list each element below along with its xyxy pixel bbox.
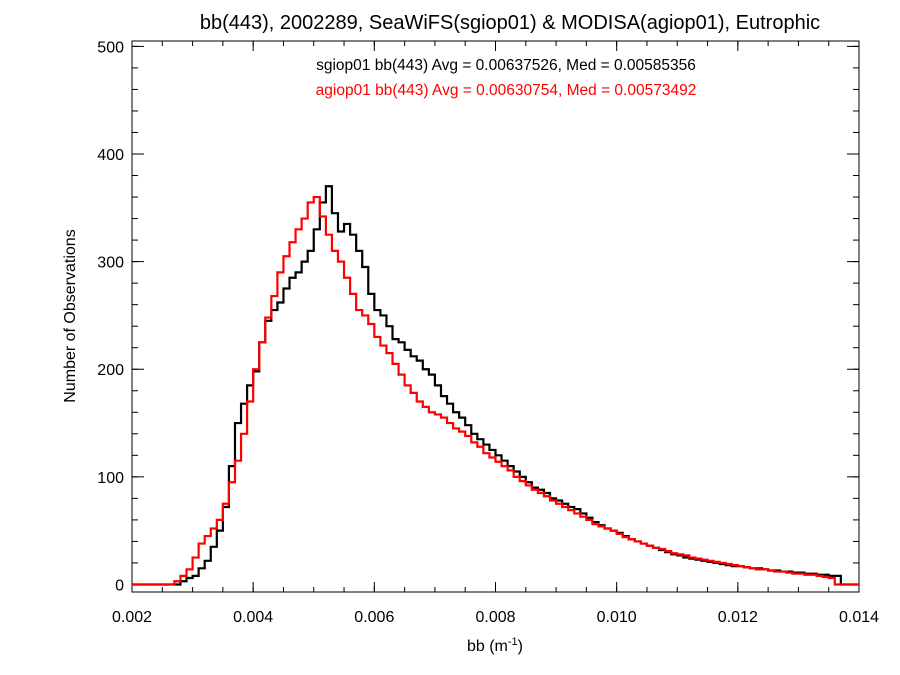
histogram-series-2 [132,195,859,586]
x-axis-label: bb (m-1) [467,636,523,655]
y-tick-label: 200 [97,362,124,379]
x-axis-label-base: bb (m [467,638,508,655]
x-tick-label: 0.006 [354,609,394,626]
axis-ticks [131,41,860,592]
chart-title: bb(443), 2002289, SeaWiFS(sgiop01) & MOD… [200,12,820,34]
y-axis-label: Number of Observations [62,229,79,402]
x-axis-label-superscript: -1 [508,636,518,648]
x-axis-label-tail: ) [518,638,523,655]
y-tick-label: 300 [97,255,124,272]
x-tick-label: 0.004 [233,609,273,626]
annotations: sgiop01 bb(443) Avg = 0.00637526, Med = … [316,57,697,99]
y-tick-label: 100 [97,470,124,487]
y-tick-label: 0 [115,577,124,594]
y-tick-label: 500 [97,39,124,56]
stats-annotation-1: sgiop01 bb(443) Avg = 0.00637526, Med = … [316,57,696,74]
axis-tick-labels: 0.002 0.004 0.006 0.008 0.010 0.012 0.014 0 100 2… [97,39,879,626]
histogram-series-1 [132,185,859,586]
x-tick-label: 0.010 [597,609,637,626]
x-tick-label: 0.012 [718,609,758,626]
series-layer [132,185,859,586]
plot-frame [131,40,860,593]
y-tick-label: 400 [97,147,124,164]
x-tick-label: 0.008 [475,609,515,626]
x-tick-label: 0.014 [839,609,879,626]
stats-annotation-2: agiop01 bb(443) Avg = 0.00630754, Med = … [316,82,697,99]
x-tick-label: 0.002 [112,609,152,626]
